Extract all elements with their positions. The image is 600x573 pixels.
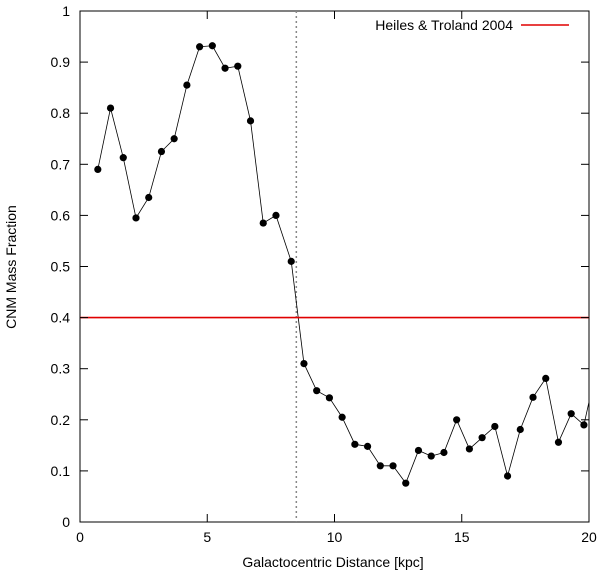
y-tick-label: 0.4 [51,310,71,326]
data-point [529,393,537,401]
data-point [246,117,255,125]
data-point [414,446,423,455]
data-point [287,257,295,265]
data-point [516,425,524,434]
y-tick-label: 0.6 [51,207,71,223]
series-line [97,45,590,484]
data-point [465,445,473,453]
y-tick-label: 0.9 [51,54,71,70]
x-axis-title: Galactocentric Distance [kpc] [242,554,423,570]
x-tick-label: 0 [76,529,84,545]
y-tick-label: 0.2 [51,412,71,428]
data-point [440,448,448,457]
data-point [259,219,267,227]
data-point [580,421,588,429]
y-tick-label: 0.1 [51,463,71,479]
data-point [542,374,550,383]
data-point [208,42,216,50]
data-point [106,104,115,112]
data-point [132,214,140,222]
data-point [313,387,321,395]
data-point [221,64,229,72]
y-tick-label: 1 [62,3,70,19]
plot-frame-group [79,10,590,523]
data-point [170,135,178,143]
data-point [300,359,308,368]
data-point [478,434,486,442]
data-point [338,413,346,421]
data-point [119,154,127,162]
y-tick-label: 0.5 [51,259,71,275]
data-point [363,442,372,450]
data-point [453,416,461,424]
data-point [491,422,499,431]
ticks: 0 5 10 15 20 0 0.1 0.2 0.3 0.4 0.5 0.6 0.7 0.8 0.9 1 [51,3,597,545]
data-point [554,438,563,446]
y-tick-label: 0.7 [51,156,71,172]
data-point [183,81,191,89]
legend: Heiles & Troland 2004 [375,17,569,33]
y-tick-label: 0.3 [51,361,71,377]
data-point [351,440,359,448]
y-tick-label: 0 [62,514,70,530]
data-point [272,211,280,219]
legend-label: Heiles & Troland 2004 [375,17,513,33]
x-tick-label: 20 [581,529,597,545]
data-point [234,62,242,70]
data-point [196,43,204,51]
data-point [567,410,575,418]
x-tick-label: 5 [203,529,211,545]
data-point [376,462,384,470]
series-layer [80,42,590,487]
data-point [402,479,410,487]
x-tick-label: 10 [327,529,343,545]
data-point [94,165,102,174]
plot-frame [79,10,590,523]
data-point [145,193,153,202]
data-point [389,462,397,470]
y-tick-label: 0.8 [51,105,71,121]
data-point [325,394,334,402]
data-point [503,472,512,480]
data-point [427,452,435,460]
data-point [157,147,166,156]
x-tick-label: 15 [454,529,470,545]
y-axis-title: CNM Mass Fraction [3,205,19,329]
